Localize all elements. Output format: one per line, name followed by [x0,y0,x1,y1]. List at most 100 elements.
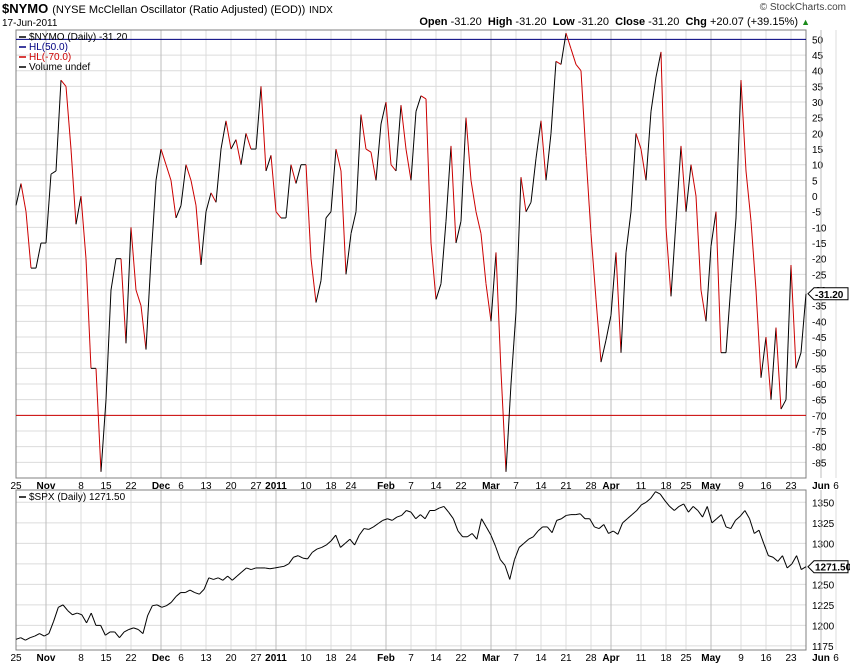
y-tick-label: -10 [812,223,827,234]
series-segment [150,180,157,259]
series-segment [615,252,622,353]
series-segment [636,504,642,511]
x-tick-label: Feb [377,653,395,664]
y-tick-label: 50 [812,35,824,46]
series-segment [690,164,697,197]
series-segment [420,514,426,520]
series-segment [335,148,342,172]
series-segment [165,164,172,181]
series-segment [430,242,437,300]
x-tick-label: 14 [430,481,442,492]
series-segment [405,148,412,181]
series-segment [130,227,137,291]
series-segment [142,615,149,634]
x-tick-label: 20 [225,653,237,664]
watermark: © StockCharts.com [759,2,846,13]
y-tick-label: 1225 [812,601,835,612]
x-tick-label: Apr [602,653,619,664]
series-segment [25,211,32,269]
series-segment [203,577,210,590]
series-segment [445,145,452,222]
series-segment [230,139,237,150]
series-segment [499,559,506,566]
series-segment [85,258,92,369]
y-tick-label: 10 [812,161,824,172]
series-segment [325,211,332,219]
series-segment [190,180,197,206]
series-segment [537,526,543,532]
series-segment [660,51,667,228]
x-tick-label: 25 [680,481,692,492]
series-segment [470,180,477,212]
series-segment [62,604,69,611]
series-segment [770,327,777,400]
series-segment [265,155,272,172]
series-segment [170,596,177,603]
series-segment [780,399,787,410]
x-tick-label: 16 [760,481,772,492]
x-tick-label: May [701,653,721,664]
series-segment [457,530,464,538]
series-segment [749,518,755,534]
series-segment [279,565,285,568]
series-segment [390,164,397,172]
series-segment [175,205,182,219]
series-segment [269,567,275,570]
series-segment [455,220,462,244]
series-segment [440,221,447,284]
up-arrow-icon: ▲ [801,17,810,27]
series-segment [420,95,427,100]
x-tick-label: 20 [225,481,237,492]
series-segment [100,625,106,636]
x-tick-label: 10 [300,481,312,492]
series-segment [570,48,577,65]
series-segment [595,299,602,363]
last-value-box [807,287,849,301]
series-segment [105,631,111,636]
series-segment [566,514,571,516]
x-tick-label: 21 [560,481,572,492]
y-tick-label: -65 [812,396,827,407]
x-tick-label: Jun [812,481,830,492]
x-tick-label: 2011 [265,653,287,664]
series-segment [640,148,647,181]
series-segment [669,506,675,511]
series-segment [605,314,612,341]
x-tick-label: 14 [430,653,442,664]
series-segment [380,101,387,125]
series-segment [528,536,534,540]
series-segment [245,133,252,150]
series-segment [58,604,64,608]
series-segment [626,514,633,520]
series-segment [274,566,280,569]
series-segment [34,633,40,637]
x-tick-label: 16 [760,653,772,664]
x-tick-label: 2011 [265,481,287,492]
series-segment [152,604,158,607]
series-segment [363,528,369,530]
y-tick-label: 1300 [812,539,835,550]
series-segment [730,520,736,529]
series-segment [655,51,662,78]
series-segment [702,506,708,518]
series-segment [425,98,432,244]
series-segment [340,542,346,548]
spx-panel: 135013251300127512501225120011751271.50$… [10,489,850,664]
x-tick-label: 11 [636,481,647,492]
series-segment [195,205,202,266]
x-tick-label: 8 [78,653,84,664]
x-tick-label: May [701,481,721,492]
x-tick-label: 14 [535,481,547,492]
series-segment [561,515,567,520]
series-segment [265,567,271,570]
x-tick-label: 27 [250,481,262,492]
series-segment [777,555,783,562]
series-segment [368,526,374,530]
x-tick-label: Dec [152,653,171,664]
y-tick-label: 20 [812,129,824,140]
series-segment [385,102,392,165]
series-segment [796,555,802,570]
series-segment [75,195,82,225]
series-segment [795,352,802,369]
series-segment [697,510,703,518]
